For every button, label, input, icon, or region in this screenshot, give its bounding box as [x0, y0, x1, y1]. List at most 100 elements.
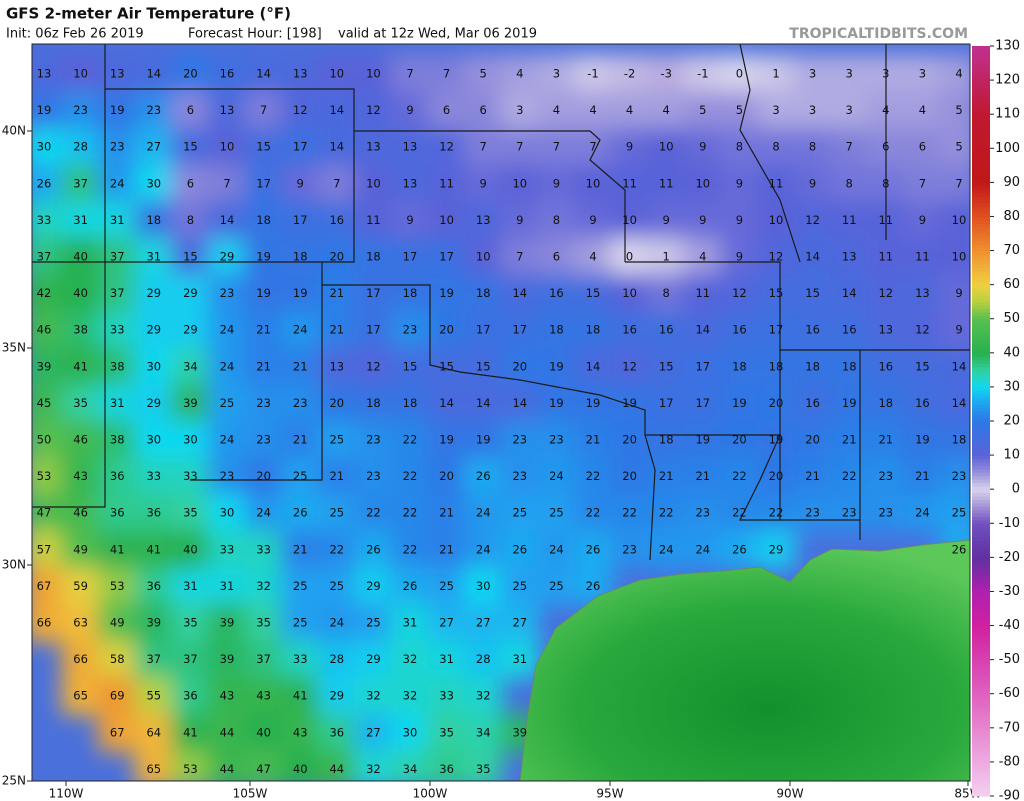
temperature-cell — [244, 457, 283, 496]
colorbar-label: 50 — [1003, 311, 1020, 326]
temperature-cell — [390, 713, 430, 753]
colorbar-segment — [972, 676, 990, 681]
colorbar-segment — [972, 523, 990, 528]
temperature-cell — [939, 457, 970, 496]
temperature-cell — [463, 91, 503, 130]
temperature-value: 41 — [146, 542, 161, 556]
colorbar-segment — [972, 386, 990, 391]
temperature-cell — [866, 420, 906, 460]
temperature-cell — [97, 347, 137, 387]
colorbar-segment — [972, 683, 990, 688]
temperature-value: 17 — [476, 323, 491, 337]
temperature-cell — [97, 640, 137, 679]
colorbar-segment — [972, 59, 990, 64]
temperature-cell — [500, 54, 540, 94]
temperature-value: 3 — [553, 67, 560, 81]
temperature-cell — [537, 274, 576, 313]
temperature-cell — [354, 384, 393, 423]
temperature-value: 53 — [183, 762, 198, 776]
temperature-value: -1 — [587, 67, 598, 81]
temperature-cell — [390, 310, 430, 350]
temperature-cell — [280, 347, 320, 387]
temperature-value: 65 — [73, 689, 88, 703]
temperature-cell — [537, 384, 576, 423]
colorbar-segment — [972, 768, 990, 773]
colorbar-segment — [972, 322, 990, 327]
temperature-cell — [32, 127, 64, 167]
temperature-cell — [537, 310, 576, 350]
temperature-cell — [829, 54, 869, 94]
temperature-value: 23 — [220, 469, 235, 483]
colorbar-segment — [972, 151, 990, 156]
temperature-value: 28 — [329, 652, 344, 666]
temperature-value: 15 — [915, 359, 930, 373]
temperature-value: 18 — [366, 250, 381, 264]
temperature-value: 53 — [37, 469, 52, 483]
temperature-value: 5 — [480, 67, 487, 81]
temperature-cell — [793, 384, 832, 423]
credit: TROPICALTIDBITS.COM — [789, 26, 968, 42]
temperature-cell — [500, 164, 540, 204]
temperature-cell — [610, 164, 649, 204]
temperature-value: 24 — [220, 323, 235, 337]
temperature-value: 9 — [699, 213, 706, 227]
temperature-cell — [646, 310, 686, 350]
temperature-cell — [793, 493, 832, 533]
temperature-value: 7 — [260, 103, 267, 117]
state-borders — [32, 44, 970, 561]
temperature-cell — [354, 127, 393, 167]
temperature-cell — [390, 127, 430, 167]
temperature-value: 31 — [403, 616, 418, 630]
temperature-cell — [244, 384, 283, 423]
temperature-value: -1 — [697, 67, 708, 81]
colorbar-segment — [972, 649, 990, 654]
temperature-value: 36 — [110, 506, 125, 520]
temperature-cell — [97, 164, 137, 204]
temperature-value: 19 — [915, 433, 930, 447]
colorbar-segment — [972, 243, 990, 248]
temperature-cell — [463, 676, 503, 716]
colorbar-segment — [972, 472, 990, 477]
temperature-cell — [793, 457, 832, 496]
temperature-value: 33 — [110, 323, 125, 337]
temperature-value: 4 — [663, 103, 670, 117]
temperature-value: 31 — [110, 396, 125, 410]
colorbar-segment — [972, 427, 990, 432]
temperature-cell — [463, 493, 503, 533]
colorbar-segment — [972, 291, 990, 296]
temperature-cell — [171, 420, 210, 460]
temperature-value: 11 — [769, 176, 784, 190]
colorbar-segment — [972, 288, 990, 293]
colorbar-segment — [972, 738, 990, 743]
temperature-value: 10 — [622, 213, 637, 227]
temperature-value: 22 — [732, 506, 747, 520]
temperature-value: 33 — [37, 213, 52, 227]
temperature-value: 7 — [406, 67, 413, 81]
temperature-value: 13 — [878, 323, 893, 337]
temperature-value: 43 — [256, 689, 271, 703]
temperature-cell — [427, 237, 466, 277]
temperature-value: 10 — [659, 140, 674, 154]
temperature-value: 30 — [146, 176, 161, 190]
temperature-cell — [646, 384, 686, 423]
temperature-value: 36 — [146, 579, 161, 593]
temperature-value: 19 — [549, 359, 564, 373]
colorbar-segment — [972, 431, 990, 436]
colorbar-segment — [972, 605, 990, 610]
temperature-value: 23 — [878, 469, 893, 483]
colorbar-segment — [972, 577, 990, 582]
colorbar-label: 30 — [1003, 379, 1020, 394]
temperature-cell — [500, 457, 540, 496]
temperature-cell — [32, 91, 64, 130]
colorbar-segment — [972, 349, 990, 354]
temperature-cell — [427, 493, 466, 533]
temperature-value: 24 — [256, 506, 271, 520]
temperature-value: 17 — [403, 250, 418, 264]
temperature-cell — [537, 127, 576, 167]
temperature-value: 13 — [403, 140, 418, 154]
temperature-cell — [463, 237, 503, 277]
temperature-cell — [207, 274, 247, 313]
temperature-value: 12 — [439, 140, 454, 154]
temperature-cell — [939, 91, 970, 130]
temperature-value: 32 — [403, 689, 418, 703]
